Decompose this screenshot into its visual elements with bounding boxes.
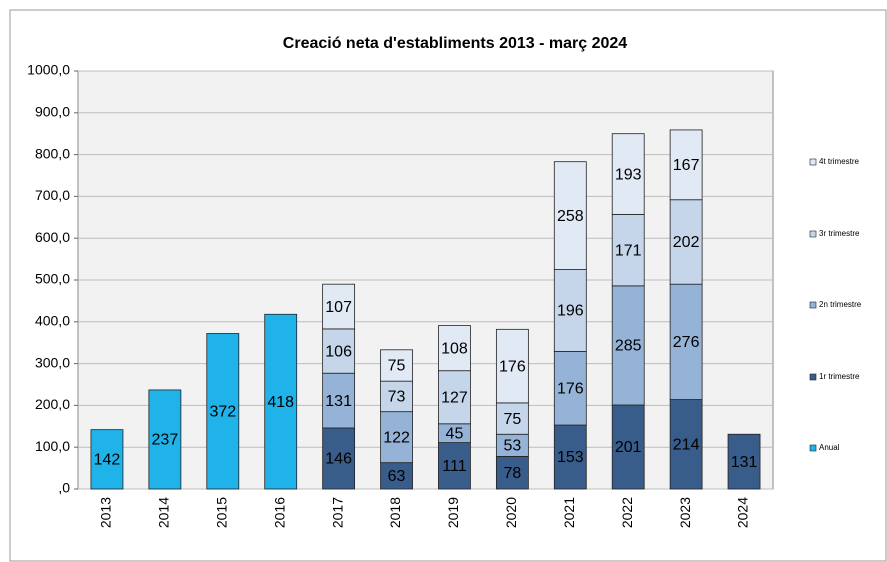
- bar-segment: [669, 199, 703, 285]
- data-label: 131: [325, 393, 352, 410]
- y-tick-label: 300,0: [35, 354, 70, 370]
- data-label: 75: [388, 358, 406, 375]
- data-label: 176: [557, 380, 584, 397]
- data-label: 285: [615, 338, 642, 355]
- data-label: 196: [557, 303, 584, 320]
- legend-swatch: [809, 301, 817, 309]
- bar-segment: [495, 402, 529, 435]
- x-tick-label: 2014: [156, 497, 172, 528]
- data-label: 214: [673, 436, 700, 453]
- x-tick-label: 2024: [735, 497, 751, 528]
- y-tick-label: 100,0: [35, 438, 70, 454]
- legend-swatch: [809, 444, 817, 452]
- x-tick-label: 2016: [271, 497, 287, 528]
- bar-segment: [322, 328, 356, 374]
- data-label: 108: [441, 340, 468, 357]
- data-label: 78: [503, 465, 521, 482]
- bar-segment: [380, 411, 413, 464]
- data-label: 167: [673, 157, 700, 174]
- x-tick-label: 2018: [387, 497, 403, 528]
- data-label: 153: [557, 449, 584, 466]
- data-label: 201: [615, 439, 642, 456]
- bar-segment: [611, 213, 645, 287]
- bar-segment: [611, 404, 645, 490]
- bar-segment: [206, 333, 240, 490]
- x-tick-label: 2015: [213, 497, 229, 528]
- x-tick-label: 2023: [677, 497, 693, 528]
- bar-segment: [553, 161, 587, 270]
- bar-segment: [264, 313, 298, 490]
- bar-segment: [553, 269, 587, 352]
- x-tick-label: 2021: [561, 497, 577, 528]
- bar-segment: [495, 455, 529, 490]
- bar-segment: [495, 328, 529, 404]
- bar-segment: [438, 325, 471, 372]
- data-label: 122: [383, 429, 410, 446]
- data-label: 142: [94, 452, 121, 469]
- data-label: 276: [673, 334, 700, 351]
- bar-segment: [438, 370, 471, 425]
- y-tick-label: 600,0: [35, 229, 70, 245]
- data-label: 193: [615, 166, 642, 183]
- legend-swatch: [809, 230, 817, 238]
- bar-segment: [380, 349, 413, 382]
- bar-segment: [380, 380, 413, 413]
- x-tick-label: 2013: [98, 497, 114, 528]
- data-label: 176: [499, 358, 526, 375]
- bar-segment: [611, 285, 645, 406]
- bar-segment: [148, 389, 182, 490]
- data-label: 171: [615, 242, 642, 259]
- y-tick-label: 200,0: [35, 396, 70, 412]
- x-tick-label: 2019: [445, 497, 461, 528]
- data-label: 258: [557, 208, 584, 225]
- y-tick-label: 400,0: [35, 313, 70, 329]
- data-label: 53: [503, 438, 521, 455]
- data-label: 63: [388, 468, 406, 485]
- bar-segment: [322, 283, 356, 330]
- data-label: 372: [209, 403, 236, 420]
- y-tick-label: 500,0: [35, 271, 70, 287]
- bar-segment: [727, 433, 761, 490]
- data-label: 106: [325, 343, 352, 360]
- bar-segment: [438, 442, 471, 490]
- data-label: 202: [673, 234, 700, 251]
- legend-label: 1r trimestre: [819, 372, 860, 381]
- data-label: 45: [446, 425, 464, 442]
- data-label: 127: [441, 389, 468, 406]
- chart-title: Creació neta d'establiments 2013 - març …: [283, 35, 628, 52]
- bar-segment: [90, 429, 124, 490]
- data-label: 131: [731, 454, 758, 471]
- legend-swatch: [809, 373, 817, 381]
- bar-segment: [380, 462, 413, 490]
- data-label: 111: [442, 458, 466, 475]
- data-label: 107: [325, 299, 352, 316]
- data-label: 73: [388, 389, 406, 406]
- bar-segment: [611, 133, 645, 215]
- y-tick-label: 1000,0: [27, 62, 70, 78]
- legend-label: 3r trimestre: [819, 229, 860, 238]
- legend-label: 2n trimestre: [819, 300, 862, 309]
- legend-swatch: [809, 158, 817, 166]
- data-label: 237: [152, 432, 179, 449]
- x-tick-label: 2022: [619, 497, 635, 528]
- y-tick-label: ,0: [58, 480, 70, 496]
- y-tick-label: 900,0: [35, 104, 70, 120]
- data-label: 418: [267, 394, 294, 411]
- legend-label: 4t trimestre: [819, 157, 860, 166]
- data-label: 146: [325, 451, 352, 468]
- bar-segment: [553, 424, 587, 490]
- bar-segment: [322, 427, 356, 490]
- data-label: 75: [503, 411, 521, 428]
- y-tick-label: 700,0: [35, 187, 70, 203]
- x-tick-label: 2017: [329, 497, 345, 528]
- x-tick-label: 2020: [503, 497, 519, 528]
- legend-label: Anual: [819, 443, 840, 452]
- y-tick-label: 800,0: [35, 145, 70, 161]
- bar-segment: [553, 351, 587, 426]
- bar-segment: [669, 399, 703, 490]
- bar-segment: [669, 129, 703, 201]
